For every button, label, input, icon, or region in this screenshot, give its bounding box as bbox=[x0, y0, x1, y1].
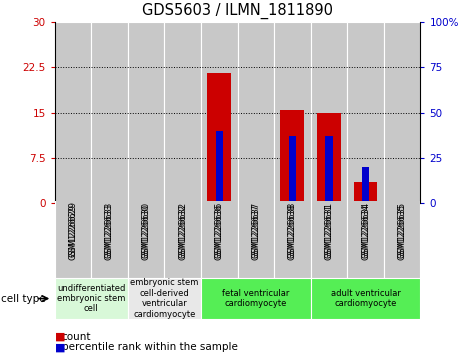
Text: GSM1226632: GSM1226632 bbox=[178, 201, 187, 258]
Bar bbox=[274, 198, 311, 278]
Bar bbox=[289, 136, 296, 203]
Text: GSM1226629: GSM1226629 bbox=[68, 201, 77, 257]
Bar bbox=[353, 182, 378, 203]
Text: GSM1226631: GSM1226631 bbox=[324, 204, 333, 260]
Text: fetal ventricular
cardiomyocyte: fetal ventricular cardiomyocyte bbox=[222, 289, 289, 308]
Text: GSM1226634: GSM1226634 bbox=[361, 204, 370, 260]
Bar bbox=[274, 22, 311, 203]
Bar bbox=[347, 198, 384, 278]
Bar bbox=[91, 22, 128, 203]
Bar bbox=[216, 131, 223, 203]
Bar bbox=[201, 198, 238, 278]
Bar bbox=[128, 198, 164, 278]
Bar bbox=[384, 198, 420, 278]
Text: GSM1226632: GSM1226632 bbox=[178, 204, 187, 260]
Text: count: count bbox=[62, 331, 91, 342]
Bar bbox=[164, 198, 201, 278]
Title: GDS5603 / ILMN_1811890: GDS5603 / ILMN_1811890 bbox=[142, 3, 333, 19]
Text: GSM1226638: GSM1226638 bbox=[288, 201, 297, 258]
Bar bbox=[325, 136, 332, 203]
Text: GSM1226630: GSM1226630 bbox=[142, 201, 151, 258]
Bar bbox=[238, 22, 274, 203]
Text: cell type: cell type bbox=[1, 294, 46, 303]
Text: GSM1226637: GSM1226637 bbox=[251, 201, 260, 258]
Text: undifferentiated
embryonic stem
cell: undifferentiated embryonic stem cell bbox=[57, 284, 125, 314]
Text: GSM1226634: GSM1226634 bbox=[361, 201, 370, 258]
Bar bbox=[55, 22, 91, 203]
Text: embryonic stem
cell-derived
ventricular
cardiomyocyte: embryonic stem cell-derived ventricular … bbox=[130, 278, 199, 319]
Bar bbox=[238, 198, 274, 278]
Text: GSM1226635: GSM1226635 bbox=[398, 201, 407, 258]
Bar bbox=[201, 278, 311, 319]
Bar bbox=[362, 167, 369, 203]
Text: percentile rank within the sample: percentile rank within the sample bbox=[62, 342, 238, 352]
Bar bbox=[164, 22, 201, 203]
Bar bbox=[128, 278, 201, 319]
Text: GSM1226637: GSM1226637 bbox=[251, 204, 260, 260]
Bar bbox=[384, 22, 420, 203]
Text: GSM1226631: GSM1226631 bbox=[324, 201, 333, 258]
Bar bbox=[207, 73, 231, 203]
Bar bbox=[311, 198, 347, 278]
Bar bbox=[347, 22, 384, 203]
Text: GSM1226633: GSM1226633 bbox=[105, 201, 114, 258]
Bar bbox=[280, 110, 304, 203]
Bar bbox=[55, 278, 128, 319]
Bar bbox=[311, 278, 420, 319]
Text: GSM1226636: GSM1226636 bbox=[215, 201, 224, 258]
Text: GSM1226638: GSM1226638 bbox=[288, 204, 297, 260]
Text: ■: ■ bbox=[55, 331, 65, 342]
Text: GSM1226633: GSM1226633 bbox=[105, 204, 114, 260]
Bar bbox=[55, 198, 91, 278]
Text: GSM1226630: GSM1226630 bbox=[142, 204, 151, 260]
Text: adult ventricular
cardiomyocyte: adult ventricular cardiomyocyte bbox=[331, 289, 400, 308]
Bar bbox=[201, 22, 238, 203]
Text: ■: ■ bbox=[55, 342, 65, 352]
Bar bbox=[317, 113, 341, 203]
Text: GSM1226636: GSM1226636 bbox=[215, 204, 224, 260]
Bar bbox=[128, 22, 164, 203]
Text: GSM1226635: GSM1226635 bbox=[398, 204, 407, 260]
Bar bbox=[91, 198, 128, 278]
Bar bbox=[311, 22, 347, 203]
Text: GSM1226629: GSM1226629 bbox=[68, 204, 77, 260]
